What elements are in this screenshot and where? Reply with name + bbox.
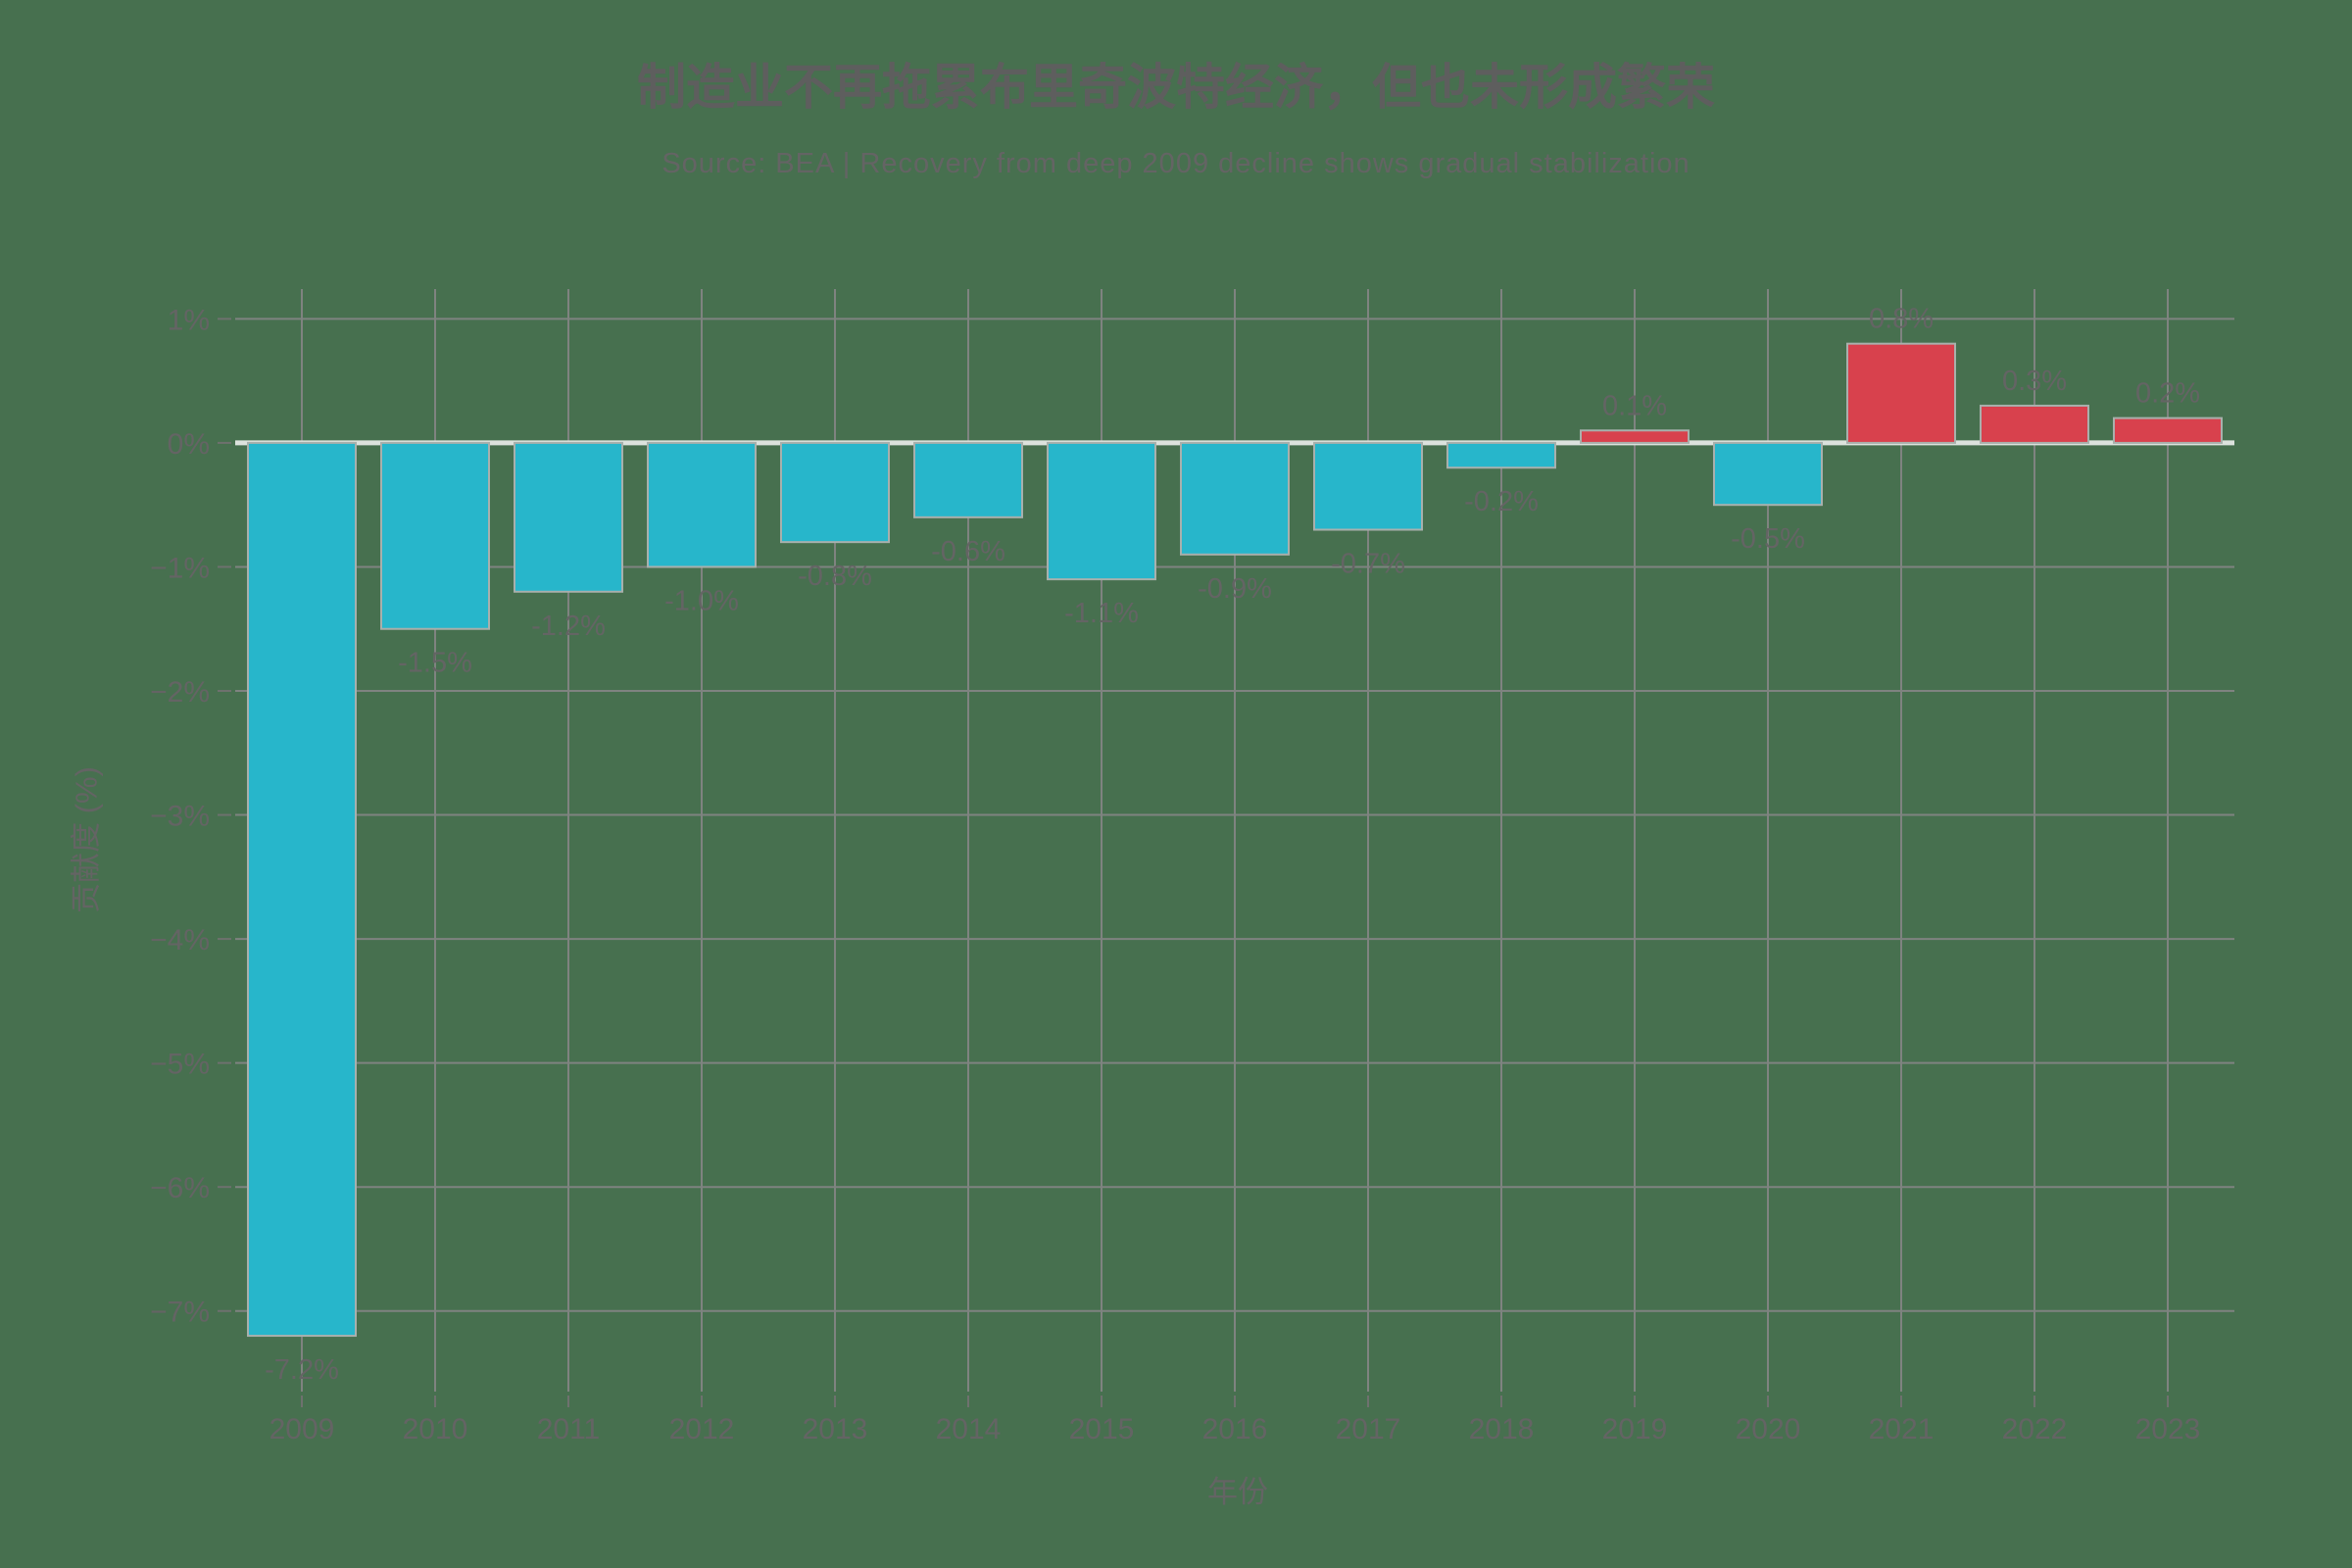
- bar-value-label-2014: -0.6%: [931, 536, 1005, 567]
- x-tick-label: 2017: [1336, 1413, 1401, 1446]
- bar-2017: [1313, 441, 1423, 531]
- y-tick-label: −5%: [150, 1049, 210, 1081]
- y-tick-label: 1%: [168, 304, 210, 336]
- chart-title: 制造业不再拖累布里奇波特经济，但也未形成繁荣: [637, 60, 1715, 115]
- bar-value-label-2013: -0.8%: [798, 561, 872, 592]
- bar-value-label-2017: -0.7%: [1331, 549, 1405, 580]
- x-tick-label: 2016: [1202, 1413, 1268, 1446]
- bar-2015: [1047, 441, 1156, 581]
- bar-2018: [1446, 441, 1556, 469]
- x-tick-label: 2020: [1736, 1413, 1801, 1446]
- bar-value-label-2023: 0.2%: [2135, 378, 2200, 410]
- bar-value-label-2016: -0.9%: [1198, 573, 1272, 605]
- generated-chart-layer: 2009 2010 2011 2012 2013 2014 2015 2016 2017 2018…: [150, 289, 2234, 1446]
- x-axis-title: 年份: [1207, 1475, 1268, 1509]
- bar-value-label-2019: 0.1%: [1602, 390, 1667, 421]
- bar-value-label-2022: 0.3%: [2002, 366, 2067, 397]
- y-tick-label: −2%: [150, 676, 210, 709]
- x-tick-label: 2014: [936, 1413, 1002, 1446]
- x-tick-label: 2018: [1469, 1413, 1535, 1446]
- bar-value-label-2009: -7.2%: [265, 1354, 339, 1386]
- bar-value-label-2010: -1.5%: [398, 648, 472, 679]
- bar-value-label-2020: -0.5%: [1731, 523, 1805, 555]
- bar-2016: [1180, 441, 1290, 556]
- bar-2014: [913, 441, 1023, 518]
- bar-2021: [1846, 342, 1956, 444]
- y-tick-label: 0%: [168, 428, 210, 461]
- x-tick-label: 2009: [270, 1413, 335, 1446]
- x-tick-label: 2022: [2002, 1413, 2068, 1446]
- bar-value-label-2021: 0.8%: [1869, 304, 1934, 335]
- y-tick-label: −3%: [150, 801, 210, 833]
- y-tick-label: −1%: [150, 552, 210, 584]
- bar-2019: [1580, 429, 1690, 444]
- y-tick-label: −7%: [150, 1297, 210, 1329]
- x-tick-label: 2011: [537, 1413, 601, 1446]
- x-tick-label: 2012: [669, 1413, 735, 1446]
- bar-value-label-2012: -1.0%: [664, 585, 739, 616]
- y-axis-title: 贡献度 (%): [70, 766, 104, 913]
- x-tick-label: 2013: [803, 1413, 868, 1446]
- y-tick-label: −6%: [150, 1172, 210, 1204]
- bar-2012: [647, 441, 757, 568]
- x-tick-label: 2019: [1602, 1413, 1668, 1446]
- x-tick-label: 2015: [1069, 1413, 1135, 1446]
- x-tick-label: 2010: [403, 1413, 468, 1446]
- bar-2020: [1713, 441, 1823, 507]
- bar-value-label-2011: -1.2%: [531, 611, 606, 642]
- bar-2022: [1980, 404, 2089, 444]
- bar-2011: [514, 441, 623, 593]
- bar-value-label-2015: -1.1%: [1064, 598, 1139, 629]
- bar-2010: [380, 441, 490, 630]
- x-tick-label: 2023: [2135, 1413, 2201, 1446]
- bar-2013: [780, 441, 890, 544]
- bar-2023: [2113, 416, 2223, 444]
- bar-value-label-2018: -0.2%: [1464, 486, 1539, 517]
- y-tick-label: −4%: [150, 924, 210, 956]
- x-tick-label: 2021: [1869, 1413, 1935, 1446]
- chart-subtitle: Source: BEA | Recovery from deep 2009 de…: [662, 148, 1690, 179]
- bar-2009: [247, 441, 357, 1338]
